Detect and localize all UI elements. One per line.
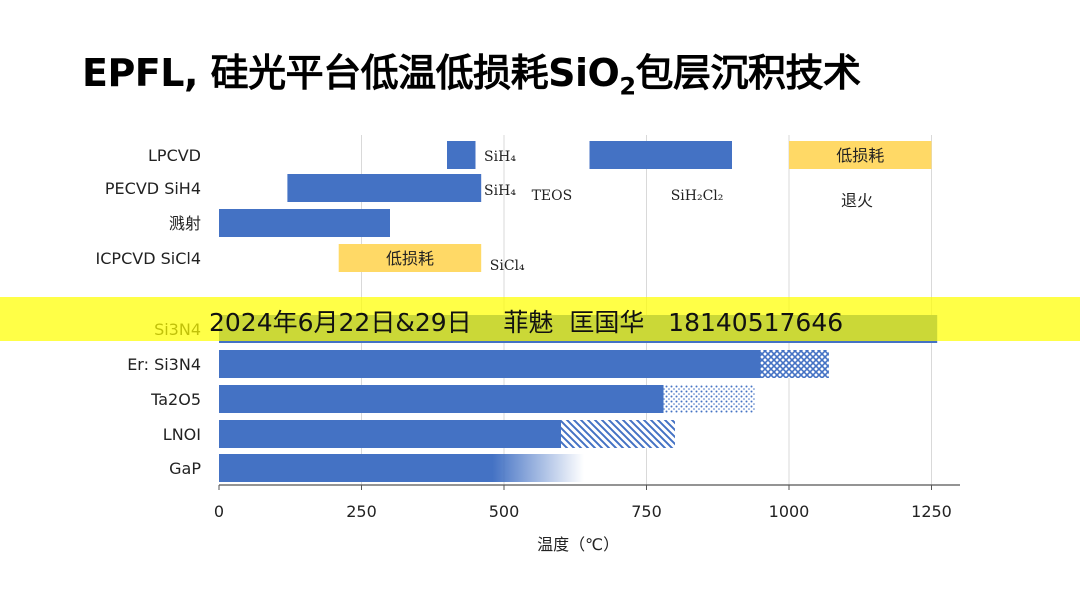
annotation: SiH₂Cl₂: [671, 188, 724, 204]
bar-solid: [287, 174, 482, 202]
row-label: GaP: [169, 459, 201, 478]
row-label: LPCVD: [148, 146, 201, 165]
watermark-band: [0, 297, 1080, 341]
bar-highlight: [338, 244, 482, 272]
title-tail: 包层沉积技术: [635, 51, 862, 95]
x-tick-label: 250: [346, 502, 377, 521]
bar-crosshatch: [760, 350, 829, 378]
bar-diagonal: [561, 420, 675, 448]
bar-fade: [219, 454, 584, 482]
bar-solid: [447, 141, 476, 169]
x-tick-label: 500: [489, 502, 520, 521]
row-label: LNOI: [163, 425, 201, 444]
x-axis: 0 250 500 750 1000 1250 温度（℃）: [214, 484, 960, 554]
annotations: SiH₄ SiH₄ TEOS SiH₂Cl₂ 退火 SiCl₄: [484, 149, 873, 274]
row-label: PECVD SiH4: [105, 179, 201, 198]
bar-solid: [219, 209, 390, 237]
bar-solid: [589, 141, 732, 169]
row-label: 溅射: [169, 214, 201, 233]
x-tick-label: 1250: [911, 502, 952, 521]
bar-solid: [219, 385, 664, 413]
x-tick-label: 1000: [769, 502, 810, 521]
title-subscript: 2: [619, 72, 636, 101]
annotation: SiCl₄: [490, 258, 525, 274]
bar-label: 低损耗: [386, 249, 434, 268]
bar-solid: [219, 350, 761, 378]
bar-solid: [219, 420, 561, 448]
x-axis-title: 温度（℃）: [537, 535, 619, 554]
bar-label: 低损耗: [836, 146, 884, 165]
annotation: TEOS: [532, 188, 573, 204]
annotation: SiH₄: [484, 183, 516, 199]
slide-title: EPFL, 硅光平台低温低损耗SiO2包层沉积技术: [82, 42, 861, 101]
bar-highlight: [789, 141, 932, 169]
row-label: ICPCVD SiCl4: [96, 249, 201, 268]
annotation: 退火: [841, 191, 873, 210]
watermark-text: 2024年6月22日&29日 菲魅 匡国华 18140517646: [209, 308, 844, 337]
row-label: Ta2O5: [150, 390, 201, 409]
x-tick-label: 0: [214, 502, 224, 521]
bar-dotted: [663, 385, 755, 413]
x-tick-label: 750: [631, 502, 662, 521]
row-label: Er: Si3N4: [127, 355, 201, 374]
title-main: EPFL, 硅光平台低温低损耗SiO: [82, 51, 620, 95]
annotation: SiH₄: [484, 149, 516, 165]
